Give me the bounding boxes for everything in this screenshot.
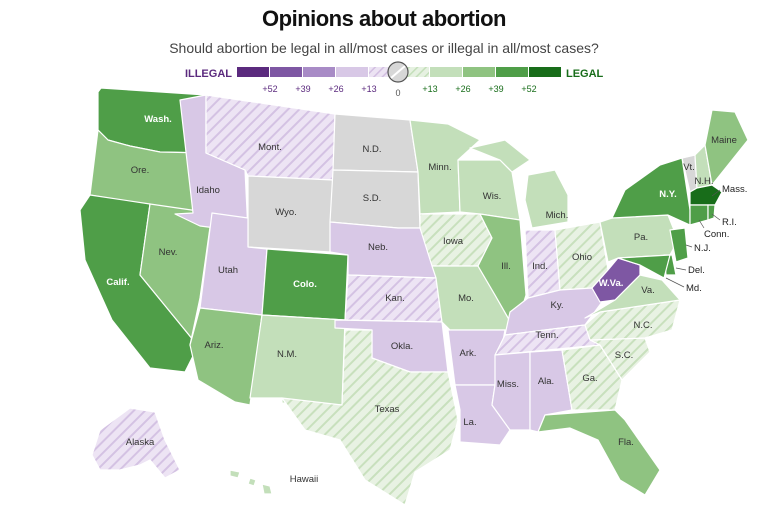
- state-label-wv: W.Va.: [599, 278, 624, 289]
- legend-neutral-marker-mark: [390, 65, 406, 79]
- legend-tick-legal-39: +39: [488, 84, 503, 94]
- state-label-nc: N.C.: [634, 320, 653, 331]
- state-texas[interactable]: [281, 329, 459, 506]
- state-label-ks: Kan.: [385, 293, 405, 304]
- state-label-tn: Tenn.: [535, 330, 558, 341]
- state-label-nv: Nev.: [159, 247, 178, 258]
- state-label-ne: Neb.: [368, 242, 388, 253]
- state-label-ct: Conn.: [704, 229, 729, 240]
- state-label-tx: Texas: [375, 404, 400, 415]
- state-label-va: Va.: [641, 285, 655, 296]
- state-label-mt: Mont.: [258, 142, 282, 153]
- state-label-ny: N.Y.: [659, 189, 676, 200]
- state-label-wy: Wyo.: [275, 207, 297, 218]
- legend-tick-legal-13: +13: [422, 84, 437, 94]
- state-label-hi: Hawaii: [290, 474, 319, 485]
- state-label-nj: N.J.: [694, 243, 711, 254]
- legend-tick-neutral: 0: [395, 88, 400, 98]
- state-connecticut[interactable]: [689, 204, 709, 226]
- state-label-ia: Iowa: [443, 236, 464, 247]
- state-label-or: Ore.: [131, 165, 149, 176]
- legend-swatch-legal-hatched: [405, 67, 429, 77]
- state-label-co: Colo.: [293, 279, 317, 290]
- state-label-ga: Ga.: [582, 373, 597, 384]
- state-label-id: Idaho: [196, 185, 220, 196]
- state-new-jersey[interactable]: [669, 227, 689, 263]
- state-label-sc: S.C.: [615, 350, 633, 361]
- legend-tick-illegal-13: +13: [361, 84, 376, 94]
- state-label-pa: Pa.: [634, 232, 648, 243]
- state-west-virginia[interactable]: [591, 257, 641, 303]
- state-label-oh: Ohio: [572, 252, 592, 263]
- leader-line-md: [665, 277, 685, 288]
- leader-line-ri: [711, 213, 721, 221]
- state-label-vt: Vt.: [683, 162, 695, 173]
- state-label-mn: Minn.: [428, 162, 451, 173]
- state-label-al: Ala.: [538, 376, 554, 387]
- state-label-ms: Miss.: [497, 379, 519, 390]
- state-label-sd: S.D.: [363, 193, 381, 204]
- leader-line-ma: [711, 189, 721, 197]
- state-label-in: Ind.: [532, 261, 548, 272]
- state-label-ky: Ky.: [550, 300, 563, 311]
- state-rhode-island[interactable]: [707, 204, 716, 221]
- map-subtitle: Should abortion be legal in all/most cas…: [169, 40, 599, 56]
- state-label-la: La.: [463, 417, 476, 428]
- state-maine[interactable]: [704, 109, 749, 186]
- state-label-md: Md.: [686, 283, 702, 294]
- state-label-wi: Wis.: [483, 191, 501, 202]
- legend-tick-illegal-26: +26: [328, 84, 343, 94]
- legend-swatch-illegal-13: [336, 67, 368, 77]
- state-label-mo: Mo.: [458, 293, 474, 304]
- legend-illegal-label: ILLEGAL: [185, 68, 232, 80]
- state-label-fl: Fla.: [618, 437, 634, 448]
- state-label-ut: Utah: [218, 265, 238, 276]
- state-label-il: Ill.: [501, 261, 511, 272]
- leader-line-nj: [685, 244, 693, 248]
- state-michigan[interactable]: [524, 169, 569, 229]
- state-maryland[interactable]: [617, 254, 671, 279]
- state-label-wa: Wash.: [144, 114, 172, 125]
- state-new-mexico[interactable]: [249, 314, 346, 406]
- state-label-ca: Calif.: [106, 277, 129, 288]
- state-label-ma: Mass.: [722, 184, 747, 195]
- state-label-ri: R.I.: [722, 217, 737, 228]
- legend-tick-legal-26: +26: [455, 84, 470, 94]
- state-label-nm: N.M.: [277, 349, 297, 360]
- state-label-ak: Alaska: [126, 437, 155, 448]
- legend-swatch-legal-39: [496, 67, 528, 77]
- legend-swatch-legal-26: [463, 67, 495, 77]
- legend-swatch-illegal-39: [270, 67, 302, 77]
- state-label-ar: Ark.: [460, 348, 477, 359]
- legend-swatch-legal-52: [529, 67, 561, 77]
- legend-swatch-legal-13: [430, 67, 462, 77]
- state-label-nd: N.D.: [363, 144, 382, 155]
- legend-swatch-illegal-hatched: [369, 67, 393, 77]
- color-legend: ILLEGAL LEGAL +52 +39 +26 +13 0 +13 +26 …: [185, 61, 604, 98]
- legend-legal-label: LEGAL: [566, 68, 604, 80]
- state-hawaii[interactable]: [229, 469, 273, 495]
- state-label-de: Del.: [688, 265, 705, 276]
- state-label-nh: N.H.: [695, 176, 714, 187]
- state-new-york[interactable]: [611, 157, 691, 226]
- leader-line-ct: [698, 219, 705, 229]
- state-label-az: Ariz.: [205, 340, 224, 351]
- legend-tick-illegal-52: +52: [262, 84, 277, 94]
- state-label-ok: Okla.: [391, 341, 413, 352]
- state-michigan-upper[interactable]: [469, 139, 531, 173]
- leader-line-de: [675, 267, 687, 271]
- legend-swatch-illegal-52: [237, 67, 269, 77]
- legend-swatch-illegal-26: [303, 67, 335, 77]
- legend-tick-illegal-39: +39: [295, 84, 310, 94]
- state-alaska[interactable]: [91, 407, 181, 479]
- legend-tick-legal-52: +52: [521, 84, 536, 94]
- state-illinois[interactable]: [477, 213, 527, 331]
- state-north-dakota[interactable]: [332, 113, 419, 173]
- state-label-me: Maine: [711, 135, 737, 146]
- map-title: Opinions about abortion: [262, 6, 506, 31]
- state-georgia[interactable]: [561, 344, 623, 411]
- state-label-mi: Mich.: [546, 210, 569, 221]
- state-florida[interactable]: [537, 409, 661, 496]
